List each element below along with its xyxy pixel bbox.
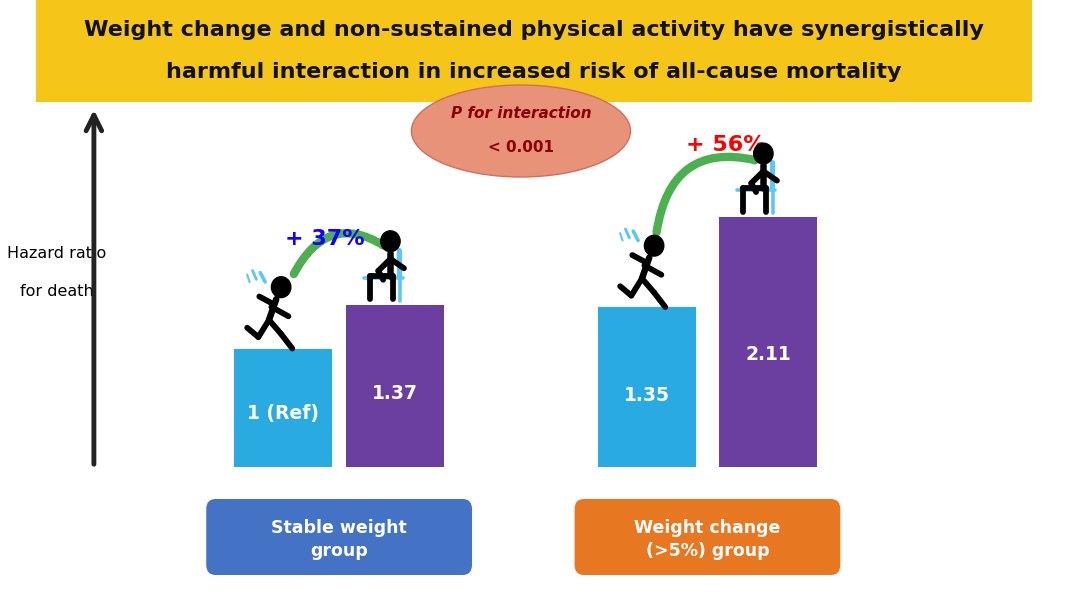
FancyBboxPatch shape (36, 0, 1032, 102)
Text: < 0.001: < 0.001 (488, 141, 554, 155)
FancyArrowPatch shape (657, 157, 755, 232)
FancyBboxPatch shape (346, 304, 444, 467)
Text: harmful interaction in increased risk of all-cause mortality: harmful interaction in increased risk of… (167, 62, 901, 82)
Circle shape (380, 231, 400, 252)
FancyBboxPatch shape (575, 499, 841, 575)
FancyBboxPatch shape (598, 307, 695, 467)
Text: 1.35: 1.35 (624, 385, 670, 404)
FancyBboxPatch shape (719, 217, 817, 467)
Text: + 56%: + 56% (687, 135, 766, 155)
Circle shape (271, 276, 290, 298)
Text: Weight change and non-sustained physical activity have synergistically: Weight change and non-sustained physical… (84, 20, 984, 40)
Text: for death: for death (19, 284, 94, 298)
Text: Hazard ratio: Hazard ratio (7, 247, 106, 261)
FancyArrowPatch shape (294, 233, 383, 274)
Text: 2.11: 2.11 (745, 345, 791, 364)
Text: (>5%) group: (>5%) group (646, 542, 769, 560)
Circle shape (754, 143, 773, 164)
Text: Weight change: Weight change (634, 519, 781, 537)
Text: group: group (310, 542, 368, 560)
Text: 1 (Ref): 1 (Ref) (247, 404, 319, 423)
Circle shape (644, 235, 664, 256)
Text: 1.37: 1.37 (372, 384, 418, 403)
Text: P for interaction: P for interaction (451, 107, 592, 122)
Text: + 37%: + 37% (285, 228, 365, 248)
FancyBboxPatch shape (206, 499, 472, 575)
Text: Stable weight: Stable weight (271, 519, 407, 537)
FancyBboxPatch shape (234, 348, 332, 467)
Ellipse shape (411, 85, 630, 177)
